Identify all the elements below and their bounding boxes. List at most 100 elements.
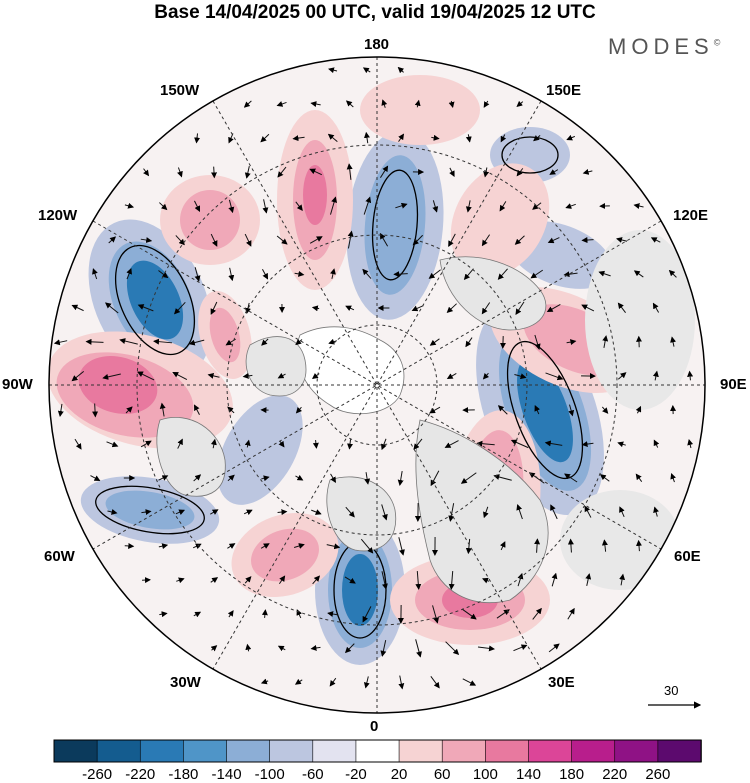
wind-arrow xyxy=(430,676,440,689)
colorbar-cell xyxy=(312,739,357,763)
wind-arrow xyxy=(243,509,253,516)
wind-arrow xyxy=(567,607,575,620)
wind-arrow xyxy=(514,235,525,245)
wind-arrow xyxy=(477,645,495,652)
wind-arrow xyxy=(159,202,168,211)
colorbar-tick-label: -20 xyxy=(345,766,367,783)
wind-arrow xyxy=(210,301,218,315)
wind-arrow xyxy=(413,438,423,450)
wind-arrow xyxy=(549,169,559,175)
wind-arrow xyxy=(462,678,477,686)
wind-arrow xyxy=(294,270,305,277)
anomaly-region xyxy=(450,163,550,277)
wind-arrow xyxy=(277,509,288,516)
wind-arrow xyxy=(381,571,388,590)
map-disc xyxy=(49,57,705,713)
wind-arrow xyxy=(414,99,421,108)
wind-arrow xyxy=(228,133,234,144)
lon-label-60w: 60W xyxy=(44,548,75,565)
wind-arrow xyxy=(670,336,676,347)
wind-arrow xyxy=(481,234,491,247)
anomaly-region xyxy=(364,155,426,295)
graticule xyxy=(49,57,705,713)
wind-arrow xyxy=(415,639,422,658)
wind-arrow xyxy=(448,503,455,522)
wind-arrow xyxy=(207,372,220,379)
wind-arrow xyxy=(619,506,625,518)
wind-arrow xyxy=(380,640,387,657)
wind-arrow xyxy=(430,470,440,487)
copyright-mark: © xyxy=(713,37,721,48)
wind-arrow xyxy=(105,302,119,314)
wind-arrow xyxy=(174,301,186,315)
wind-arrow xyxy=(295,474,304,481)
wind-arrow xyxy=(227,474,235,482)
wind-arrow xyxy=(119,338,138,345)
colorbar-tick-label: -220 xyxy=(125,766,156,783)
wind-arrow xyxy=(141,509,152,516)
wind-arrow xyxy=(500,541,506,551)
colorbar-cell xyxy=(528,739,573,763)
map-boundary xyxy=(48,56,706,714)
wind-arrow xyxy=(192,543,202,550)
wind-arrow xyxy=(363,676,370,689)
wind-arrow xyxy=(363,131,370,144)
lon-label-60e: 60E xyxy=(674,548,701,565)
wind-arrow xyxy=(513,644,528,652)
wind-arrow xyxy=(517,572,524,587)
wind-arrow xyxy=(448,233,456,247)
wind-arrow xyxy=(310,644,321,651)
wind-arrow xyxy=(364,472,371,485)
wind-arrow xyxy=(362,268,372,279)
wind-arrow xyxy=(398,537,405,556)
wind-arrow xyxy=(534,334,541,350)
wind-arrow xyxy=(395,202,408,209)
wind-arrow xyxy=(278,575,286,585)
lon-label-0: 0 xyxy=(370,718,379,735)
wind-arrow xyxy=(601,406,609,414)
wind-arrow xyxy=(465,134,472,143)
wind-arrow xyxy=(92,403,99,418)
anomaly-contour xyxy=(114,244,196,356)
wind-arrow xyxy=(381,504,388,521)
wind-arrow xyxy=(210,509,219,515)
wind-arrow xyxy=(428,269,441,279)
wind-arrow xyxy=(327,133,338,143)
wind-arrow xyxy=(482,577,490,584)
wind-arrow xyxy=(566,134,576,141)
anomaly-region xyxy=(209,307,241,363)
wind-arrow xyxy=(71,304,84,312)
wind-arrow xyxy=(415,570,422,590)
wind-arrow xyxy=(330,268,336,279)
wind-arrow xyxy=(310,101,321,107)
wind-arrow xyxy=(448,100,455,109)
wind-arrow xyxy=(242,372,253,379)
lon-label-30e: 30E xyxy=(548,674,575,691)
lon-label-30w: 30W xyxy=(170,674,201,691)
lon-label-150e: 150E xyxy=(546,82,582,99)
wind-arrow xyxy=(140,237,153,244)
wind-arrow xyxy=(544,440,563,447)
wind-arrow xyxy=(137,304,154,312)
wind-arrow xyxy=(228,267,235,282)
wind-arrow xyxy=(516,100,524,108)
wind-arrow xyxy=(137,371,155,381)
wind-arrow xyxy=(244,576,252,584)
lon-label-120e: 120E xyxy=(673,207,709,224)
wind-arrow xyxy=(188,339,205,346)
wind-arrow xyxy=(668,269,677,278)
wind-arrow xyxy=(347,230,354,249)
wind-arrow xyxy=(546,303,561,313)
anomaly-region xyxy=(585,230,695,410)
wind-arrow xyxy=(295,201,303,211)
wind-arrow xyxy=(244,166,251,179)
wind-arrow xyxy=(140,440,152,448)
colorbar-tick-label: -140 xyxy=(211,766,242,783)
colorbar-cell xyxy=(355,739,400,763)
wind-arrow xyxy=(158,475,169,481)
wind-arrow xyxy=(398,133,405,142)
wind-arrow xyxy=(483,506,489,519)
wind-arrow xyxy=(548,643,560,653)
wind-arrow xyxy=(210,233,218,247)
